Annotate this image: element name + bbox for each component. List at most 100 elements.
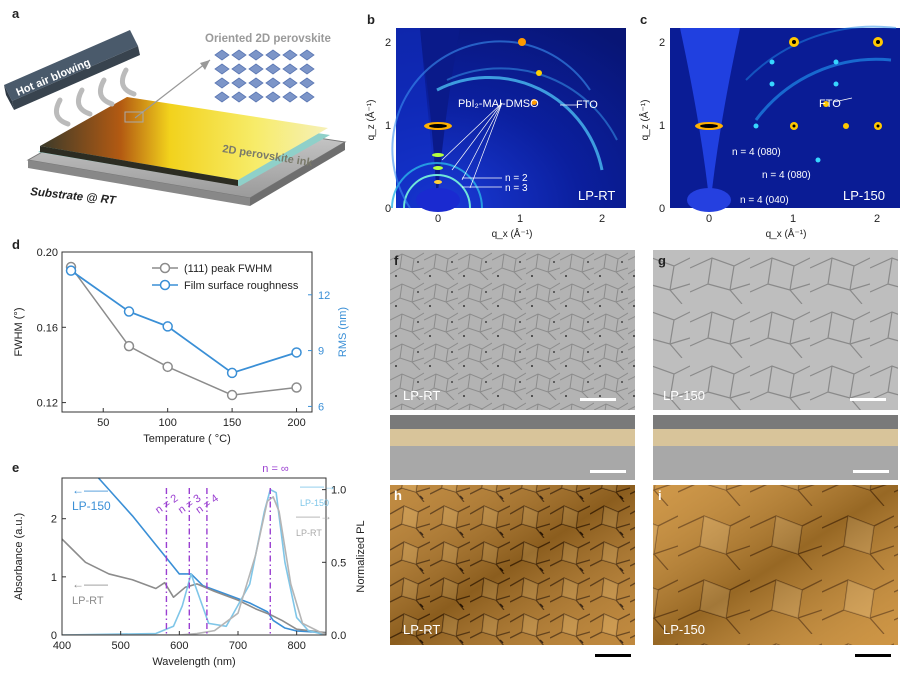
substrate-label: Substrate @ RT [30,186,118,207]
chart-e-legend-label: LP-150 [300,498,329,508]
chart-d-ytick-label: 0.20 [37,247,58,259]
giwaxs-b-xlabel: q_x (Å⁻¹) [492,227,533,240]
chart-e-series-line [62,538,326,634]
chart-e-xtick-label: 700 [229,640,247,652]
panel-letter-b: b [367,12,375,27]
chart-e-legend-label: LP-RT [72,595,104,607]
giwaxs-c-annot-1: n = 4 (080) [732,147,781,158]
chart-e-phase-label: n = ∞ [262,463,289,475]
sem-top-f [390,250,635,410]
chart-d-data-point [226,367,238,379]
chart-e-ylabel-right: Normalized PL [355,520,367,592]
chart-e-legend-arrow: ——→ [296,509,332,523]
chart-d-ytick-right-label: 12 [318,290,330,302]
chart-d-xtick-label: 50 [97,417,109,429]
giwaxs-c-ylabel: q_z (Å⁻¹) [638,100,651,141]
giwaxs-c-ytick-2: 2 [659,37,665,49]
chart-d-xtick-label: 100 [158,417,176,429]
giwaxs-b-ytick-0: 0 [385,203,391,215]
chart-e-xtick-label: 600 [170,640,188,652]
giwaxs-b-ytick-1: 1 [385,120,391,132]
panel-letter-h: h [394,488,402,503]
giwaxs-b-xtick-1: 1 [517,213,523,225]
giwaxs-b-annot-n3: n = 3 [505,183,528,194]
giwaxs-b-annot-pbi2: PbI₂-MAI-DMSO [458,98,539,110]
chart-d-data-point [291,382,302,393]
chart-e-xtick-label: 400 [53,640,71,652]
chart-d-data-point [226,389,238,401]
schematic-illustration: Hot air blowing Oriented 2D perovskite 2… [4,30,347,207]
chart-d-data-point [162,321,173,332]
panel-letter-i: i [658,488,662,503]
micro-label-f: LP-RT [403,388,441,403]
chart-e-phase-label: n = 2 [153,492,180,516]
chart-d-legend-marker [159,279,171,291]
giwaxs-c-xtick-2: 2 [874,213,880,225]
giwaxs-c-ytick-0: 0 [659,203,665,215]
giwaxs-c-ytick-1: 1 [659,120,665,132]
chart-d-data-point [123,306,135,317]
chart-d-ylabel: FWHM (°) [13,308,25,357]
chart-e-ytick-label: 0 [51,630,57,642]
chart-e-ytick-right-label: 0.0 [331,630,346,642]
giwaxs-c-annot-3: n = 4 (040) [740,195,789,206]
giwaxs-b-annot-n2: n = 2 [505,173,528,184]
chart-e-legend-label: LP-150 [72,499,111,513]
lattice-illustration [214,49,315,103]
panel-letter-a: a [12,6,20,21]
sem-top-g [653,250,898,410]
chart-d-ytick-label: 0.16 [37,322,58,334]
chart-e-series-line [62,488,326,635]
chart-d-data-point [162,361,173,373]
chart-d-frame [61,251,313,413]
giwaxs-c-xtick-1: 1 [790,213,796,225]
chart-e-series-line [62,496,326,635]
chart-d-legend-label: Film surface roughness [184,280,299,292]
chart-d-xtick-label: 200 [287,417,305,429]
chart-d-legend-label: (111) peak FWHM [184,263,272,275]
micro-label-i: LP-150 [663,622,705,637]
panel-letter-g: g [658,253,666,268]
chart-d-data-point [123,340,135,352]
giwaxs-c: FTO n = 4 (080) n = 4 (080) n = 4 (040) … [638,25,900,240]
giwaxs-c-annot-fto: FTO [819,98,841,110]
hot-air-heater [4,30,140,127]
chart-e-xlabel: Wavelength (nm) [152,656,235,668]
micro-label-g: LP-150 [663,388,705,403]
giwaxs-c-sample: LP-150 [843,188,885,203]
chart-e-series-line [97,478,326,634]
chart-e-legend-arrow: ←—— [72,577,108,591]
panel-letter-f: f [394,253,399,268]
chart-e-frame [61,477,327,636]
panel-letter-d: d [12,237,20,252]
giwaxs-c-xlabel: q_x (Å⁻¹) [766,227,807,240]
chart-d: 50 100 150 200 0.12 0.16 0.20 6 9 12 Temperature (… [13,247,349,445]
panel-letter-e: e [12,460,20,475]
giwaxs-b-xtick-2: 2 [599,213,605,225]
chart-d-legend-marker [159,262,171,274]
giwaxs-b-ytick-2: 2 [385,37,391,49]
micro-label-h: LP-RT [403,622,441,637]
chart-d-xtick-label: 150 [223,417,241,429]
giwaxs-b-ylabel: q_z (Å⁻¹) [364,100,377,141]
chart-e-ytick-right-label: 0.5 [331,557,346,569]
chart-d-data-point [65,265,77,276]
chart-e-ytick-label: 2 [51,514,57,526]
chart-e-legend-label: LP-RT [296,528,322,538]
chart-e-legend-arrow: ←—— [72,483,108,497]
micrographs [390,250,898,657]
giwaxs-c-annot-2: n = 4 (080) [762,170,811,181]
chart-d-data-point [291,347,302,358]
chart-e-ytick-label: 1 [51,572,57,584]
chart-e-xtick-label: 800 [287,640,305,652]
giwaxs-b-sample: LP-RT [578,188,615,203]
giwaxs-b-xtick-0: 0 [435,213,441,225]
chart-d-ytick-right-label: 6 [318,401,324,413]
chart-d-ytick-right-label: 9 [318,346,324,358]
chart-e-ytick-right-label: 1.0 [331,485,346,497]
chart-d-xlabel: Temperature ( °C) [143,433,231,445]
chart-e: n = 2n = 3n = 4n = ∞400 500 600 700 8000120.… [13,463,367,668]
chart-e-legend-arrow: ——→ [300,479,336,493]
oriented-label: Oriented 2D perovskite [205,33,331,45]
chart-d-ylabel-right: RMS (nm) [337,307,349,357]
